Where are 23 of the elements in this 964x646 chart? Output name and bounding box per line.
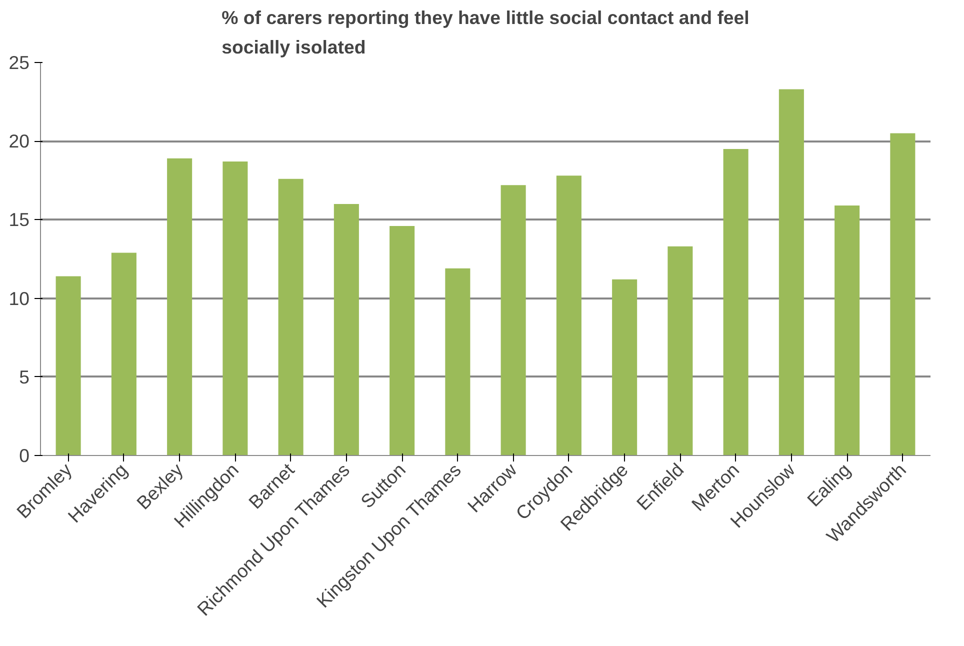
y-tick-label: 25 [8, 52, 30, 73]
chart-title: % of carers reporting they have little social contact and feel socially isolated [222, 7, 750, 58]
bar [334, 204, 359, 456]
bar [556, 176, 582, 456]
bar [778, 89, 804, 456]
y-tick-label: 10 [8, 288, 30, 309]
bar [390, 226, 415, 456]
bar [723, 148, 748, 456]
bar [111, 252, 136, 456]
y-tick-label: 15 [8, 209, 30, 230]
bar [222, 162, 248, 456]
bar [500, 185, 526, 456]
bar [278, 178, 304, 456]
y-tick-label: 20 [8, 130, 30, 152]
bar [612, 279, 638, 456]
y-tick-label: 0 [19, 445, 30, 466]
y-tick-label: 5 [19, 366, 30, 388]
bar [668, 246, 693, 456]
bar [834, 206, 860, 456]
bar [56, 276, 81, 456]
bar [167, 158, 192, 456]
bar [890, 133, 916, 456]
bar [445, 268, 470, 456]
